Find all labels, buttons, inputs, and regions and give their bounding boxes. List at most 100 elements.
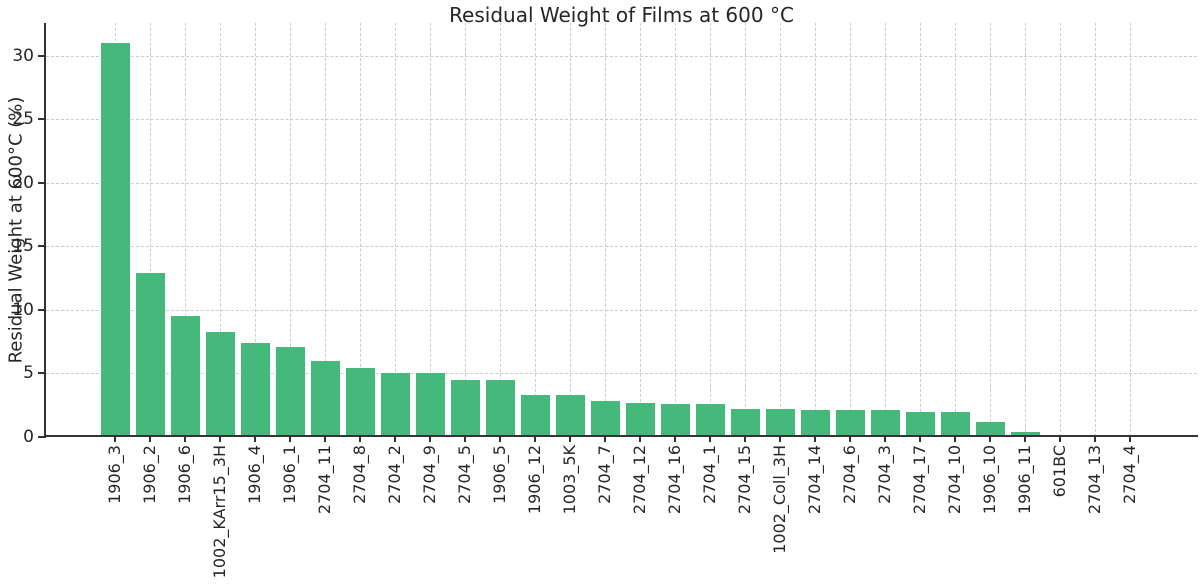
v-gridline bbox=[220, 23, 221, 437]
v-gridline bbox=[185, 23, 186, 437]
bar bbox=[100, 43, 130, 437]
x-tick-label: 1906_2 bbox=[140, 445, 159, 504]
x-tick-mark bbox=[429, 437, 431, 442]
x-tick-mark bbox=[884, 437, 886, 442]
h-gridline bbox=[46, 56, 1197, 57]
v-gridline bbox=[1060, 23, 1061, 437]
x-tick-mark bbox=[849, 437, 851, 442]
x-tick-mark bbox=[779, 437, 781, 442]
x-tick-label: 2704_10 bbox=[945, 445, 964, 515]
x-axis-line bbox=[44, 435, 1198, 437]
y-tick-label: 20 bbox=[12, 173, 34, 193]
bar bbox=[660, 404, 690, 437]
y-axis-line bbox=[44, 23, 46, 438]
bar bbox=[625, 403, 655, 437]
x-tick-label: 2704_3 bbox=[875, 445, 894, 504]
y-tick-mark bbox=[38, 309, 44, 311]
x-tick-mark bbox=[709, 437, 711, 442]
x-tick-label: 2704_5 bbox=[455, 445, 474, 504]
v-gridline bbox=[815, 23, 816, 437]
x-tick-mark bbox=[954, 437, 956, 442]
x-tick-label: 1906_1 bbox=[280, 445, 299, 504]
bar bbox=[170, 316, 200, 437]
x-tick-mark bbox=[814, 437, 816, 442]
h-gridline bbox=[46, 119, 1197, 120]
bar bbox=[380, 373, 410, 437]
x-tick-label: 2704_4 bbox=[1120, 445, 1139, 504]
bar bbox=[765, 409, 795, 437]
x-tick-label: 1906_6 bbox=[175, 445, 194, 504]
x-tick-mark bbox=[919, 437, 921, 442]
x-tick-label: 2704_13 bbox=[1085, 445, 1104, 515]
x-tick-label: 1906_4 bbox=[245, 445, 264, 504]
x-tick-mark bbox=[1024, 437, 1026, 442]
x-tick-label: 1003_5K bbox=[560, 445, 579, 515]
y-tick-label: 0 bbox=[23, 427, 34, 447]
bar bbox=[940, 412, 970, 437]
bar bbox=[485, 380, 515, 437]
x-tick-label: 2704_1 bbox=[700, 445, 719, 504]
y-tick-label: 10 bbox=[12, 300, 34, 320]
x-tick-mark bbox=[1059, 437, 1061, 442]
bar bbox=[450, 380, 480, 437]
x-tick-label: 2704_15 bbox=[735, 445, 754, 515]
x-tick-label: 1906_10 bbox=[980, 445, 999, 515]
v-gridline bbox=[1095, 23, 1096, 437]
y-tick-label: 25 bbox=[12, 109, 34, 129]
bar bbox=[310, 361, 340, 437]
x-tick-label: 1906_3 bbox=[105, 445, 124, 504]
x-tick-label: 1002_Coll_3H bbox=[770, 445, 789, 554]
y-tick-label: 30 bbox=[12, 46, 34, 66]
y-tick-mark bbox=[38, 372, 44, 374]
y-tick-mark bbox=[38, 436, 44, 438]
x-tick-label: 2704_16 bbox=[665, 445, 684, 515]
x-tick-label: 2704_9 bbox=[420, 445, 439, 504]
y-tick-mark bbox=[38, 55, 44, 57]
bar bbox=[520, 395, 550, 437]
v-gridline bbox=[570, 23, 571, 437]
x-tick-mark bbox=[604, 437, 606, 442]
h-gridline bbox=[46, 246, 1197, 247]
v-gridline bbox=[325, 23, 326, 437]
x-tick-mark bbox=[534, 437, 536, 442]
v-gridline bbox=[1025, 23, 1026, 437]
y-tick-mark bbox=[38, 118, 44, 120]
x-tick-label: 1002_KArr15_3H bbox=[210, 445, 229, 579]
x-tick-mark bbox=[184, 437, 186, 442]
x-tick-label: 1906_12 bbox=[525, 445, 544, 515]
x-tick-label: 2704_8 bbox=[350, 445, 369, 504]
x-tick-mark bbox=[289, 437, 291, 442]
x-tick-mark bbox=[1129, 437, 1131, 442]
bar bbox=[730, 409, 760, 437]
x-tick-mark bbox=[639, 437, 641, 442]
v-gridline bbox=[850, 23, 851, 437]
bar bbox=[870, 410, 900, 437]
x-tick-mark bbox=[114, 437, 116, 442]
h-gridline bbox=[46, 373, 1197, 374]
bar bbox=[135, 273, 165, 437]
v-gridline bbox=[465, 23, 466, 437]
y-tick-mark bbox=[38, 182, 44, 184]
x-tick-label: 2704_14 bbox=[805, 445, 824, 515]
v-gridline bbox=[640, 23, 641, 437]
bar bbox=[240, 343, 270, 437]
x-tick-label: 2704_2 bbox=[385, 445, 404, 504]
v-gridline bbox=[500, 23, 501, 437]
h-gridline bbox=[46, 310, 1197, 311]
x-tick-mark bbox=[394, 437, 396, 442]
chart-title: Residual Weight of Films at 600 °C bbox=[449, 3, 794, 27]
v-gridline bbox=[920, 23, 921, 437]
v-gridline bbox=[150, 23, 151, 437]
x-tick-mark bbox=[149, 437, 151, 442]
x-tick-mark bbox=[254, 437, 256, 442]
x-tick-label: 2704_17 bbox=[910, 445, 929, 515]
x-tick-mark bbox=[219, 437, 221, 442]
x-tick-mark bbox=[989, 437, 991, 442]
v-gridline bbox=[885, 23, 886, 437]
x-tick-label: 2704_12 bbox=[630, 445, 649, 515]
v-gridline bbox=[710, 23, 711, 437]
x-tick-label: 2704_7 bbox=[595, 445, 614, 504]
v-gridline bbox=[605, 23, 606, 437]
x-tick-mark bbox=[324, 437, 326, 442]
